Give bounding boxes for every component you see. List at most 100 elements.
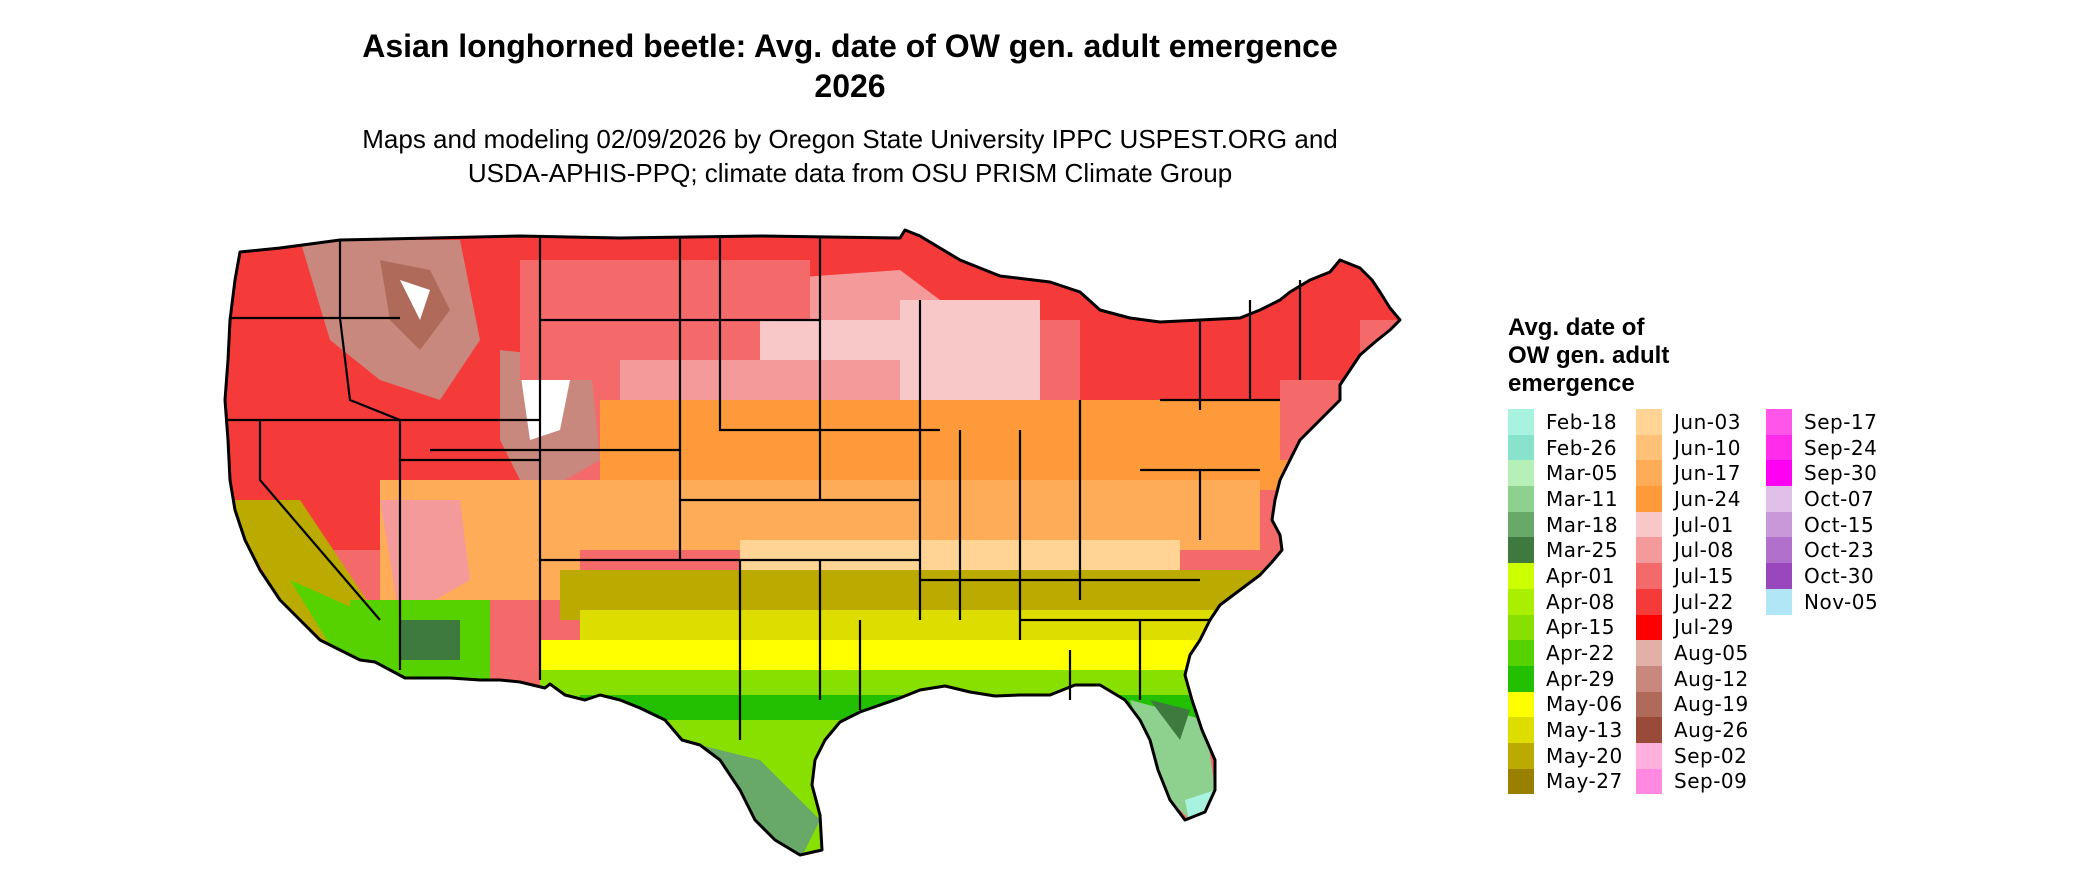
legend-label: Sep-30 [1804, 461, 1878, 486]
legend-label: Oct-30 [1804, 563, 1875, 588]
legend-item: Sep-24 [1766, 434, 1878, 461]
legend-swatch [1766, 563, 1792, 589]
legend-label: Jun-03 [1674, 409, 1741, 434]
legend-title-line: Avg. date of [1508, 314, 1645, 341]
legend-swatch [1766, 511, 1792, 538]
legend-label: May-06 [1546, 692, 1623, 717]
legend-swatch [1508, 588, 1534, 615]
legend-item: Sep-30 [1766, 460, 1878, 487]
legend-swatch [1508, 640, 1534, 666]
legend-label: May-20 [1546, 743, 1623, 768]
legend-label: Jun-24 [1674, 486, 1741, 511]
legend-item: Jul-15 [1636, 563, 1749, 589]
legend-label: Jul-22 [1674, 589, 1734, 614]
legend-label: Apr-01 [1546, 563, 1615, 588]
legend-swatch [1508, 537, 1534, 564]
map-subtitle-line1: Maps and modeling 02/09/2026 by Oregon S… [362, 124, 1338, 154]
legend-item: Jul-29 [1636, 614, 1749, 641]
legend-item: Mar-25 [1508, 537, 1623, 564]
legend-column-2: Jun-03 Jun-10 Jun-17 Jun-24 Jul-01 Jul-08 Jul-… [1636, 409, 1749, 795]
legend-item: Jul-01 [1636, 511, 1749, 538]
legend-label: Oct-15 [1804, 512, 1875, 537]
legend-label: Jul-29 [1674, 615, 1734, 640]
legend-item: May-20 [1508, 742, 1623, 769]
legend-item: Mar-18 [1508, 511, 1623, 538]
legend-swatch [1508, 434, 1534, 461]
legend-item: Mar-11 [1508, 486, 1623, 512]
legend-label: Sep-09 [1674, 769, 1748, 794]
legend-item: Nov-05 [1766, 588, 1879, 615]
legend-swatch [1636, 511, 1662, 538]
legend-item: Oct-15 [1766, 511, 1878, 538]
map-title-year: 2026 [814, 68, 886, 104]
map-subtitle-line2: USDA-APHIS-PPQ; climate data from OSU PR… [467, 158, 1233, 188]
legend-swatch [1508, 486, 1534, 512]
legend-swatch [1766, 460, 1792, 487]
legend-swatch [1766, 537, 1792, 564]
legend-swatch [1636, 768, 1662, 795]
legend-swatch [1636, 563, 1662, 589]
legend-swatch [1636, 665, 1662, 692]
legend-swatch [1636, 460, 1662, 487]
legend-item: Oct-23 [1766, 537, 1878, 564]
legend-item: Sep-09 [1636, 768, 1749, 795]
legend-label: Sep-17 [1804, 409, 1878, 434]
legend-swatch [1766, 409, 1792, 435]
legend-item: Jul-22 [1636, 588, 1749, 615]
legend-swatch [1508, 614, 1534, 641]
legend-item: Apr-22 [1508, 640, 1623, 666]
legend-label: Sep-02 [1674, 743, 1748, 768]
legend-label: Aug-19 [1674, 692, 1749, 717]
legend-swatch [1766, 588, 1792, 615]
legend-label: Jun-17 [1674, 461, 1741, 486]
legend-item: Aug-12 [1636, 665, 1749, 692]
legend-swatch [1636, 640, 1662, 666]
legend-swatch [1636, 537, 1662, 564]
legend-title: Avg. date of OW gen. adult emergence [1508, 314, 1669, 398]
legend-swatch [1508, 742, 1534, 769]
legend-label: Mar-18 [1546, 512, 1619, 537]
legend-swatch [1636, 434, 1662, 461]
legend-item: Apr-15 [1508, 614, 1623, 641]
legend-item: May-27 [1508, 768, 1623, 795]
legend-swatch [1636, 486, 1662, 512]
legend-item: May-13 [1508, 717, 1623, 743]
legend-label: Feb-26 [1546, 435, 1618, 460]
legend-item: Mar-05 [1508, 460, 1623, 487]
legend-swatch [1508, 665, 1534, 692]
legend-label: Mar-11 [1546, 486, 1619, 511]
legend-swatch [1636, 588, 1662, 615]
legend-swatch [1636, 742, 1662, 769]
legend-label: Apr-22 [1546, 641, 1615, 666]
legend-swatch [1508, 460, 1534, 487]
legend-item: Aug-05 [1636, 640, 1749, 666]
legend-swatch [1636, 614, 1662, 641]
legend-item: Sep-17 [1766, 409, 1878, 435]
legend-label: Jul-15 [1674, 563, 1734, 588]
legend-title-line: OW gen. adult [1508, 342, 1670, 369]
legend-item: Feb-26 [1508, 434, 1623, 461]
legend-swatch [1636, 409, 1662, 435]
legend-label: Nov-05 [1804, 589, 1879, 614]
us-emergence-map [223, 228, 1402, 857]
legend-label: Mar-25 [1546, 538, 1619, 563]
legend-item: Jun-17 [1636, 460, 1749, 487]
legend-label: May-13 [1546, 718, 1623, 743]
legend-swatch [1508, 717, 1534, 743]
legend-item: Sep-02 [1636, 742, 1749, 769]
legend-label: Apr-08 [1546, 589, 1615, 614]
legend-label: Aug-26 [1674, 718, 1749, 743]
legend-label: Jul-01 [1674, 512, 1734, 537]
legend-label: Feb-18 [1546, 409, 1618, 434]
legend-label: Apr-15 [1546, 615, 1615, 640]
map-title: Asian longhorned beetle: Avg. date of OW… [362, 28, 1338, 64]
legend-label: Jul-08 [1674, 538, 1734, 563]
legend-item: Jun-10 [1636, 434, 1749, 461]
legend-label: Aug-12 [1674, 666, 1749, 691]
legend-item: May-06 [1508, 691, 1623, 718]
legend-label: May-27 [1546, 769, 1623, 794]
legend-label: Mar-05 [1546, 461, 1619, 486]
legend-swatch [1508, 409, 1534, 435]
legend-label: Sep-24 [1804, 435, 1878, 460]
legend-label: Jun-10 [1674, 435, 1741, 460]
